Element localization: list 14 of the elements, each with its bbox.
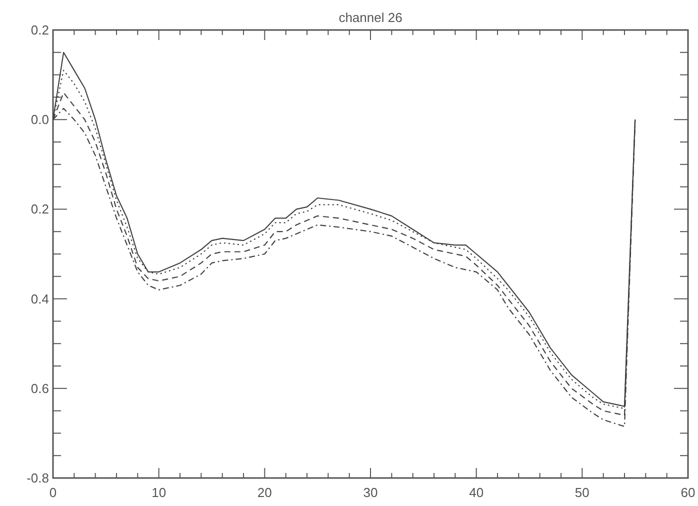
x-tick-label: 20 [257, 485, 272, 500]
y-tick-label: -0.8 [26, 470, 49, 486]
x-tick-label: 0 [49, 485, 57, 500]
x-tick-label: 60 [680, 485, 696, 500]
x-tick-label: 50 [574, 485, 590, 500]
y-tick-label: 0.6 [30, 380, 49, 396]
y-tick-label: 0.0 [30, 112, 49, 128]
y-tick-label: 0.2 [30, 22, 49, 38]
x-tick-label: 40 [469, 485, 484, 500]
x-tick-label: 10 [152, 485, 166, 500]
y-tick-label: 0.2 [30, 202, 49, 217]
y-tick-label: 0.4 [30, 291, 49, 306]
chart-title: channel 26 [338, 10, 402, 25]
x-tick-label: 30 [363, 485, 378, 500]
